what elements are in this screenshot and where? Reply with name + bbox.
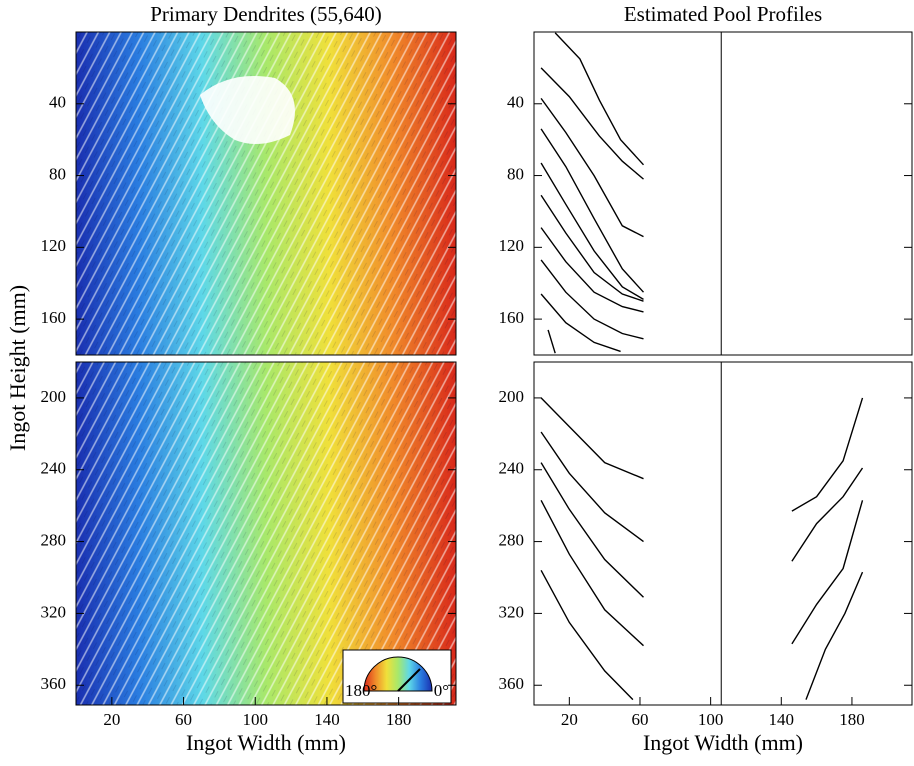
colorbar-pointer xyxy=(397,668,421,692)
pool-profile xyxy=(540,227,644,313)
plot-frame xyxy=(533,31,913,356)
pool-profile xyxy=(791,397,864,512)
y-tick-label: 120 xyxy=(41,236,67,255)
y-tick-label: 320 xyxy=(499,602,525,621)
y-tick-label: 360 xyxy=(499,674,525,693)
pool-profile xyxy=(540,431,644,543)
y-tick-label: 320 xyxy=(41,602,67,621)
pool-profile xyxy=(540,259,644,340)
y-tick-label: 240 xyxy=(41,459,67,478)
y-tick-label: 80 xyxy=(507,164,524,183)
y-tick-label: 200 xyxy=(41,387,67,406)
x-tick-label: 100 xyxy=(698,710,724,729)
pool-profile xyxy=(547,329,556,354)
pool-profile xyxy=(805,571,864,700)
y-tick-label: 240 xyxy=(499,459,525,478)
x-tick-label: 60 xyxy=(175,710,192,729)
pool-profile xyxy=(554,32,645,166)
x-tick-label: 180 xyxy=(386,710,412,729)
pool-profile xyxy=(540,293,621,353)
colorbar-label: 0° xyxy=(434,681,449,700)
y-tick-label: 160 xyxy=(41,308,67,327)
void-region xyxy=(200,76,295,144)
plot-frame xyxy=(75,31,457,356)
y-tick-label: 40 xyxy=(507,93,524,112)
x-axis-label: Ingot Width (mm) xyxy=(643,730,803,755)
y-tick-label: 40 xyxy=(49,93,66,112)
y-tick-label: 360 xyxy=(41,674,67,693)
pool-profile xyxy=(540,499,644,647)
x-tick-label: 60 xyxy=(631,710,648,729)
y-tick-label: 120 xyxy=(499,236,525,255)
y-tick-label: 280 xyxy=(41,530,67,549)
x-tick-label: 20 xyxy=(103,710,120,729)
pool-profile xyxy=(540,462,644,598)
chart-title: Primary Dendrites (55,640) xyxy=(150,2,382,26)
colorbar-dial xyxy=(363,656,433,692)
x-tick-label: 20 xyxy=(561,710,578,729)
y-axis-label: Ingot Height (mm) xyxy=(5,285,30,451)
x-axis-label: Ingot Width (mm) xyxy=(186,730,346,755)
pool-profile xyxy=(540,569,634,701)
x-tick-label: 180 xyxy=(839,710,865,729)
pool-profile xyxy=(540,397,644,480)
plot-frame xyxy=(533,361,913,706)
x-tick-label: 140 xyxy=(314,710,340,729)
y-tick-label: 200 xyxy=(499,387,525,406)
y-tick-label: 280 xyxy=(499,530,525,549)
pool-profile xyxy=(540,162,644,301)
x-tick-label: 100 xyxy=(242,710,268,729)
pool-profile xyxy=(540,67,644,180)
chart-title: Estimated Pool Profiles xyxy=(624,2,822,26)
pool-profile xyxy=(791,500,864,645)
colorbar-label: 180° xyxy=(345,681,377,700)
pool-profile xyxy=(791,467,864,562)
x-tick-label: 140 xyxy=(769,710,795,729)
pool-profile xyxy=(540,194,644,302)
y-tick-label: 80 xyxy=(49,164,66,183)
pool-profile xyxy=(540,128,645,293)
plot-frame xyxy=(75,361,457,706)
y-tick-label: 160 xyxy=(499,308,525,327)
pool-profile xyxy=(540,97,644,238)
dendrite-texture xyxy=(76,362,456,705)
